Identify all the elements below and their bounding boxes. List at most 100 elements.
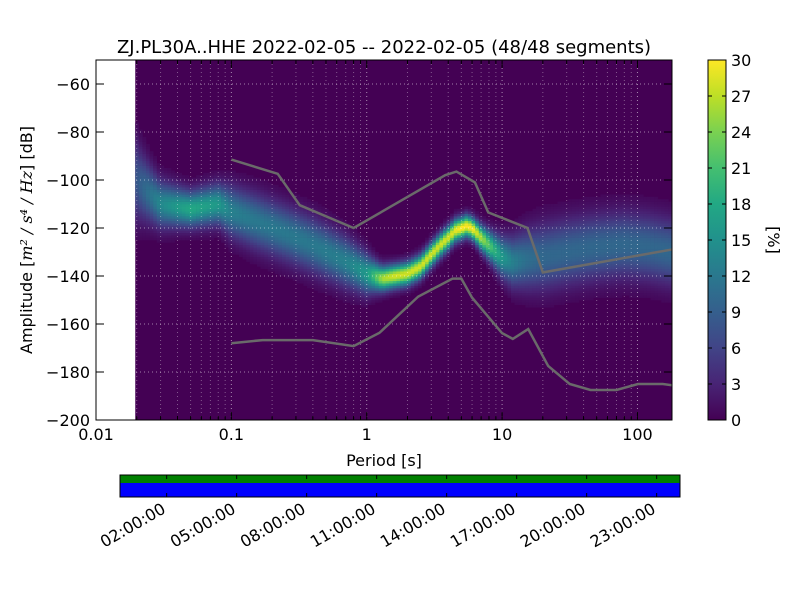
histogram-cell xyxy=(324,288,329,291)
histogram-cell xyxy=(167,225,172,229)
histogram-cell xyxy=(607,218,612,222)
histogram-cell xyxy=(614,290,619,294)
histogram-cell xyxy=(468,240,472,243)
histogram-cell xyxy=(267,261,272,265)
histogram-cell xyxy=(389,254,394,258)
histogram-cell xyxy=(296,216,301,219)
histogram-cell xyxy=(138,144,143,147)
histogram-cell xyxy=(536,218,540,222)
histogram-cell xyxy=(310,259,315,262)
histogram-cell xyxy=(568,230,573,234)
histogram-cell xyxy=(296,208,301,212)
histogram-cell xyxy=(446,254,451,258)
histogram-cell xyxy=(382,297,387,301)
histogram-cell xyxy=(593,240,598,243)
histogram-cell xyxy=(503,271,508,274)
histogram-cell xyxy=(314,268,319,272)
histogram-cell xyxy=(221,223,226,226)
histogram-cell xyxy=(629,235,633,238)
histogram-cell xyxy=(536,302,540,306)
histogram-cell xyxy=(332,290,336,294)
histogram-cell xyxy=(292,223,297,226)
histogram-cell xyxy=(289,204,294,207)
histogram-cell xyxy=(235,242,240,246)
histogram-cell xyxy=(510,285,515,289)
histogram-cell xyxy=(357,235,361,238)
histogram-cell xyxy=(489,228,494,231)
histogram-cell xyxy=(296,240,301,243)
histogram-cell xyxy=(500,228,505,231)
histogram-cell xyxy=(485,244,490,248)
histogram-cell xyxy=(621,266,626,270)
histogram-cell xyxy=(267,249,272,253)
histogram-cell xyxy=(360,278,365,282)
histogram-cell xyxy=(536,235,540,238)
histogram-cell xyxy=(453,225,458,229)
histogram-cell xyxy=(349,254,354,258)
histogram-cell xyxy=(224,230,229,234)
histogram-cell xyxy=(332,242,336,246)
histogram-cell xyxy=(503,232,508,236)
histogram-cell xyxy=(646,273,651,277)
histogram-cell xyxy=(446,230,451,234)
histogram-cell xyxy=(625,223,630,226)
histogram-cell xyxy=(532,268,537,272)
histogram-cell xyxy=(203,228,208,231)
histogram-cell xyxy=(646,208,651,212)
histogram-cell xyxy=(274,264,279,267)
histogram-cell xyxy=(618,259,623,262)
histogram-cell xyxy=(586,249,590,253)
histogram-cell xyxy=(167,216,172,219)
histogram-cell xyxy=(163,218,168,222)
histogram-cell xyxy=(425,254,429,258)
histogram-cell xyxy=(450,232,455,236)
histogram-cell xyxy=(407,276,412,279)
histogram-cell xyxy=(503,244,508,248)
histogram-cell xyxy=(571,216,576,219)
histogram-cell xyxy=(561,228,565,231)
histogram-cell xyxy=(543,288,548,291)
histogram-cell xyxy=(611,276,616,279)
histogram-cell xyxy=(339,230,344,234)
histogram-cell xyxy=(357,237,361,241)
histogram-cell xyxy=(181,175,186,178)
histogram-cell xyxy=(553,235,558,238)
histogram-cell xyxy=(536,240,540,243)
histogram-cell xyxy=(281,230,286,234)
histogram-cell xyxy=(571,280,576,284)
histogram-cell xyxy=(289,235,294,238)
histogram-cell xyxy=(314,273,319,277)
histogram-cell xyxy=(149,235,154,238)
histogram-cell xyxy=(321,232,326,236)
histogram-cell xyxy=(510,256,515,260)
histogram-cell xyxy=(482,228,487,231)
histogram-cell xyxy=(199,206,204,210)
histogram-cell xyxy=(607,204,612,207)
histogram-cell xyxy=(360,300,365,303)
histogram-cell xyxy=(292,232,297,236)
histogram-cell xyxy=(582,196,587,200)
histogram-cell xyxy=(188,211,193,214)
histogram-cell xyxy=(307,252,311,255)
histogram-cell xyxy=(496,247,501,250)
histogram-cell xyxy=(145,184,150,188)
histogram-cell xyxy=(145,168,150,171)
histogram-cell xyxy=(417,271,422,274)
histogram-cell xyxy=(332,273,336,277)
histogram-cell xyxy=(156,192,161,195)
histogram-cell xyxy=(621,237,626,241)
histogram-cell xyxy=(664,252,669,255)
histogram-cell xyxy=(296,254,301,258)
histogram-cell xyxy=(414,280,419,284)
histogram-cell xyxy=(178,189,183,193)
histogram-cell xyxy=(307,228,311,231)
histogram-cell xyxy=(625,268,630,272)
histogram-cell xyxy=(664,230,669,234)
histogram-cell xyxy=(324,242,329,246)
histogram-cell xyxy=(439,247,444,250)
histogram-cell xyxy=(643,223,648,226)
histogram-cell xyxy=(224,177,229,181)
histogram-cell xyxy=(625,271,630,274)
histogram-cell xyxy=(514,276,519,279)
histogram-cell xyxy=(417,254,422,258)
